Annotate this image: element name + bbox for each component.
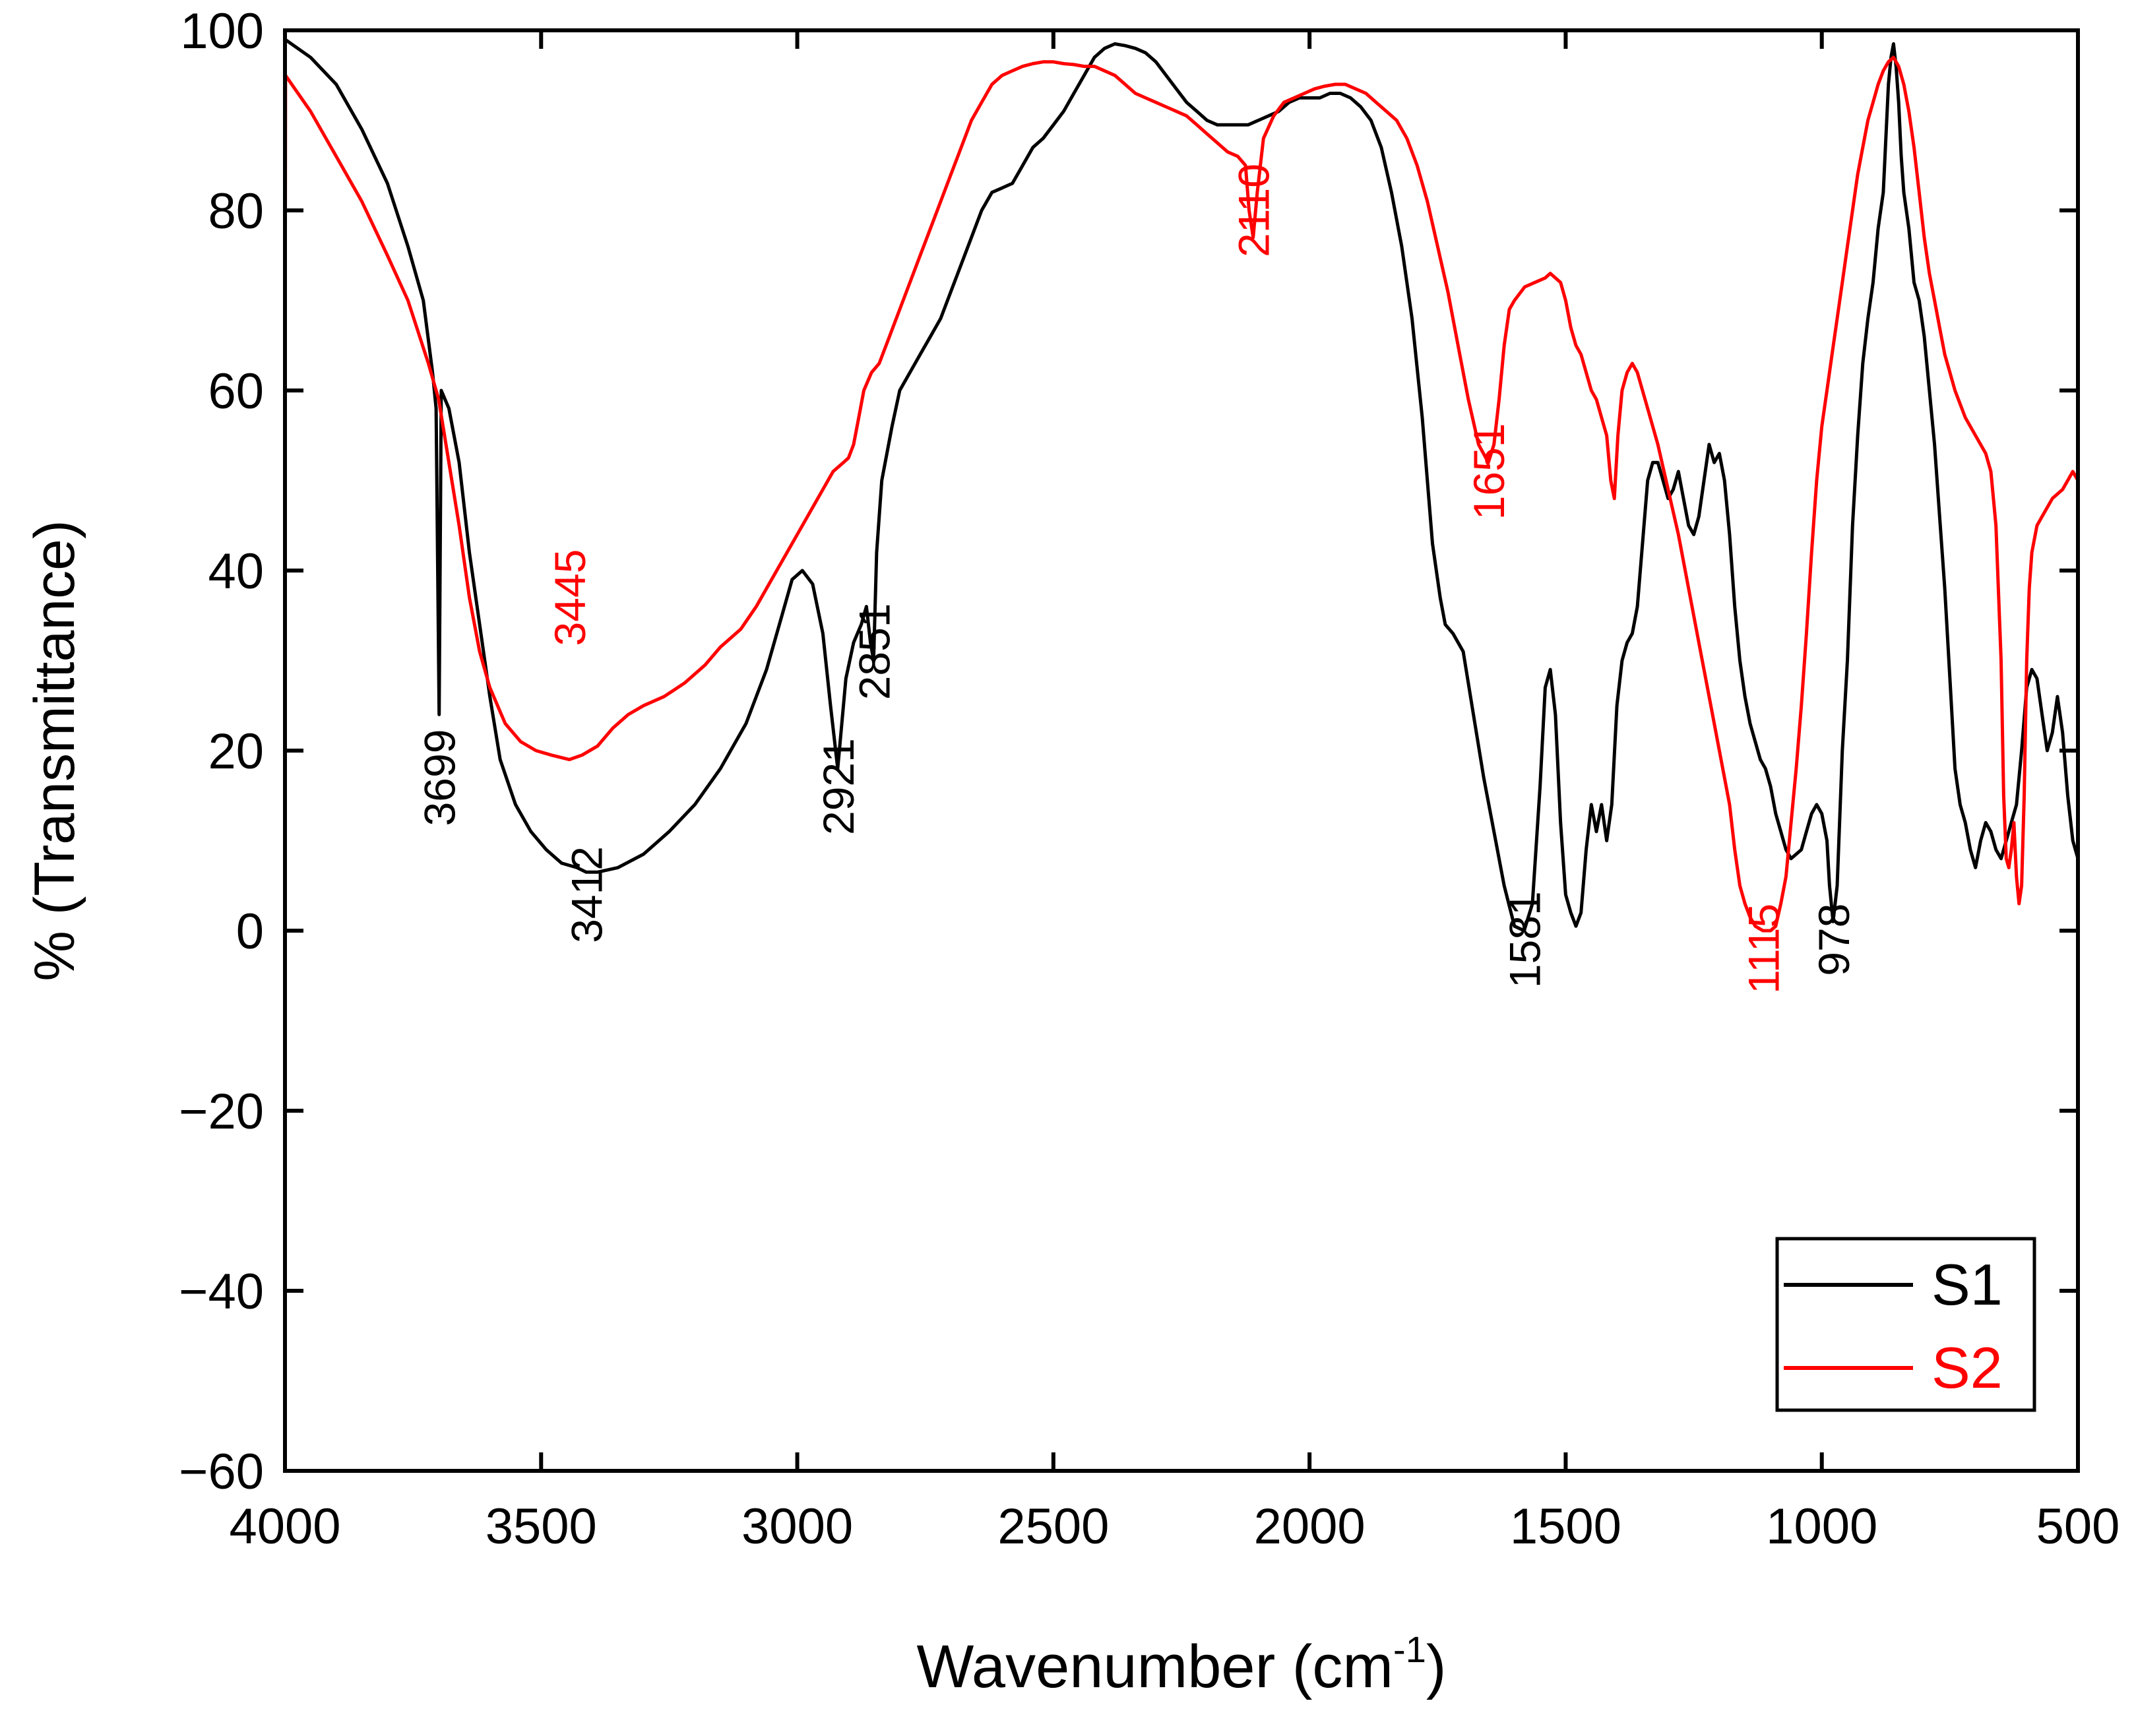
y-tick-label: 20 <box>208 724 264 780</box>
legend-label-s1: S1 <box>1932 1252 2003 1317</box>
peak-label-3412: 3412 <box>563 846 612 943</box>
x-axis-title: Wavenumber (cm-1) <box>917 1628 1447 1700</box>
y-tick-label: −40 <box>179 1264 264 1320</box>
x-tick-label: 1000 <box>1766 1499 1877 1555</box>
series-line-s2 <box>283 55 2080 933</box>
tick-layer: 4000 3500 3000 2500 2000 1500 1000 500 100 80 60 40… <box>179 3 2120 1555</box>
x-axis-title-close: ) <box>1426 1633 1447 1700</box>
x-tick-label: 1500 <box>1510 1499 1621 1555</box>
peak-label-1651: 1651 <box>1464 423 1513 520</box>
y-tick-label: 100 <box>180 3 264 59</box>
x-axis-title-superscript: -1 <box>1393 1628 1426 1670</box>
x-tick-label: 3000 <box>741 1499 853 1555</box>
peak-label-1581: 1581 <box>1501 891 1550 988</box>
x-tick-label: 2000 <box>1254 1499 1366 1555</box>
peak-label-2851: 2851 <box>850 603 898 700</box>
y-tick-label: 40 <box>208 543 264 600</box>
peak-label-3445: 3445 <box>546 549 594 646</box>
peak-label-3699: 3699 <box>416 729 464 826</box>
peak-label-1115: 1115 <box>1739 904 1788 994</box>
y-axis-title: % (Transmittance) <box>23 520 86 981</box>
annotation-layer: 3699 3412 2921 2851 3445 2110 1651 1581 1115 978 <box>416 164 1858 994</box>
legend: S1 S2 <box>1775 1237 2036 1412</box>
peak-label-2921: 2921 <box>814 738 863 835</box>
legend-label-s2: S2 <box>1932 1335 2003 1400</box>
y-tick-label: −20 <box>179 1084 264 1140</box>
x-tick-label: 2500 <box>997 1499 1109 1555</box>
series-layer <box>283 38 2080 933</box>
y-tick-label: 60 <box>208 363 264 419</box>
x-tick-label: 4000 <box>229 1499 340 1555</box>
y-tick-label: 80 <box>208 183 264 239</box>
series-line-s1 <box>284 38 2080 933</box>
legend-box <box>1775 1237 2036 1412</box>
x-tick-label: 500 <box>2036 1499 2120 1555</box>
x-axis-title-text: Wavenumber (cm <box>917 1633 1394 1700</box>
peak-label-2110: 2110 <box>1230 164 1278 257</box>
peak-label-978: 978 <box>1809 904 1858 976</box>
y-tick-label: 0 <box>236 904 264 960</box>
x-tick-label: 3500 <box>486 1499 597 1555</box>
y-tick-label: −60 <box>179 1444 264 1500</box>
